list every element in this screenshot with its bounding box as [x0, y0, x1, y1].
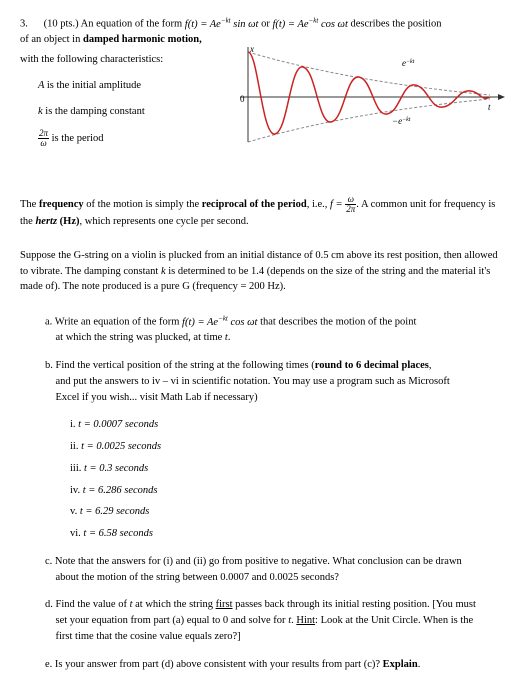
eq2-base: f(t) = Ae: [272, 19, 308, 30]
hertz-bold: hertz: [35, 216, 57, 227]
recip-bold: reciprocal of the period: [202, 199, 307, 210]
damped-wave-curve: [248, 52, 490, 134]
eq1-base: f(t) = Ae: [185, 19, 221, 30]
header-desc: describes the position: [351, 19, 442, 30]
char-a-sym: A: [38, 80, 47, 91]
part-d: d. Find the value of t at which the stri…: [45, 597, 505, 644]
freq-bold: frequency: [39, 199, 84, 210]
damped-bold: damped harmonic motion,: [83, 34, 202, 45]
t-axis-label: t: [488, 102, 491, 112]
part-b-iii: iii. t = 0.3 seconds: [70, 461, 505, 477]
frequency-paragraph: The frequency of the motion is simply th…: [20, 195, 505, 230]
char-amplitude: A is the initial amplitude: [38, 78, 230, 94]
eq1-exp: −kt: [221, 16, 231, 24]
part-b-v: v. t = 6.29 seconds: [70, 504, 505, 520]
origin-label: 0: [240, 94, 245, 104]
part-b-label: b.: [45, 360, 53, 371]
characteristics-section: with the following characteristics: A is…: [20, 52, 505, 177]
q-number: 3.: [20, 19, 28, 30]
part-b-vi: vi. t = 6.58 seconds: [70, 526, 505, 542]
chars-intro: with the following characteristics:: [20, 54, 163, 65]
part-d-label: d.: [45, 599, 53, 610]
part-b-i: i. t = 0.0007 seconds: [70, 417, 505, 433]
eq2-exp: −kt: [309, 16, 319, 24]
eq2-trig: cos ωt: [318, 19, 348, 30]
part-e: e. Is your answer from part (d) above co…: [45, 657, 505, 673]
char-damping: k is the damping constant: [38, 104, 230, 120]
char-period: 2πω is the period: [38, 129, 230, 148]
part-e-label: e.: [45, 659, 52, 670]
or-text: or: [261, 19, 272, 30]
suppose-paragraph: Suppose the G-string on a violin is pluc…: [20, 248, 505, 295]
period-den: ω: [38, 139, 49, 148]
top-envelope-label: e−kt: [402, 58, 415, 68]
eq1-trig: sin ωt: [231, 19, 259, 30]
bot-envelope-label: −e−kt: [392, 116, 411, 126]
part-c-label: c.: [45, 556, 52, 567]
part-b-iv: iv. t = 6.286 seconds: [70, 483, 505, 499]
char-k-txt: is the damping constant: [45, 106, 144, 117]
char-p-txt: is the period: [52, 133, 104, 144]
points: (10 pts.): [44, 19, 79, 30]
char-a-txt: is the initial amplitude: [47, 80, 141, 91]
part-b: b. Find the vertical position of the str…: [45, 358, 505, 405]
intro: An equation of the form: [81, 19, 182, 30]
part-a: a. Write an equation of the form f(t) = …: [45, 313, 505, 346]
part-a-label: a.: [45, 317, 52, 328]
part-b-ii: ii. t = 0.0025 seconds: [70, 439, 505, 455]
header-l2a: of an object in: [20, 34, 83, 45]
damped-wave-diagram: x t 0 e−kt −e−kt: [230, 42, 505, 163]
part-c: c. Note that the answers for (i) and (ii…: [45, 554, 505, 586]
